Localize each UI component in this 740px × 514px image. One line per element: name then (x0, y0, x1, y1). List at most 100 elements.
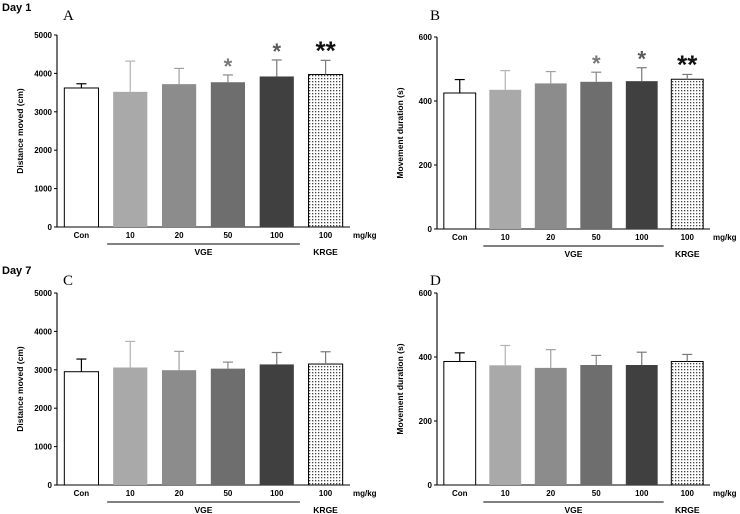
significance-marker: * (272, 39, 281, 64)
x-tick-label: 10 (126, 231, 135, 240)
panel-label: C (63, 273, 73, 289)
x-tick-label: 50 (223, 489, 232, 498)
bar-con (443, 360, 477, 486)
y-tick-label: 0 (428, 481, 433, 490)
bar-vge-50 (580, 365, 613, 485)
y-axis-label: Distance moved (cm) (15, 346, 25, 432)
x-tick-label: 50 (592, 489, 601, 498)
y-tick-label: 0 (428, 225, 433, 234)
bar-vge-10 (489, 89, 522, 229)
significance-marker: * (637, 47, 646, 72)
day-7-label: Day 7 (2, 265, 31, 277)
x-tick-label: Con (452, 233, 468, 242)
y-tick-label: 0 (48, 223, 53, 232)
y-tick-label: 1000 (34, 443, 52, 452)
y-tick-label: 0 (48, 481, 53, 490)
chart-panel-c: C Distance moved (cm) 0 1000 2000 3000 4000 500… (15, 273, 377, 514)
bar-con (63, 87, 100, 228)
panel-label: B (430, 8, 440, 24)
x-tick-label: 100 (319, 231, 333, 240)
vge-group-label: VGE (195, 247, 213, 257)
x-tick-label: Con (74, 231, 90, 240)
y-tick-label: 400 (419, 353, 433, 362)
y-axis-label: Movement duration (s) (395, 87, 405, 178)
bar-vge-100 (625, 81, 658, 229)
y-tick-label: 600 (419, 33, 433, 42)
y-tick-label: 4000 (34, 327, 52, 336)
x-tick-label: 100 (681, 489, 695, 498)
krge-group-label: KRGE (675, 249, 700, 259)
significance-marker: * (224, 54, 233, 79)
bar-vge-50 (210, 368, 246, 485)
panel-label: A (63, 8, 74, 24)
unit-label: mg/kg (713, 489, 737, 498)
bar-vge-50 (210, 82, 246, 228)
bar-vge-20 (534, 367, 567, 485)
x-tick-label: 50 (223, 231, 232, 240)
bar-vge-20 (161, 370, 197, 485)
x-tick-label: 100 (270, 489, 284, 498)
y-tick-label: 1000 (34, 185, 52, 194)
x-tick-label: 20 (175, 489, 184, 498)
x-tick-label: 100 (319, 489, 333, 498)
bar-con (443, 92, 477, 230)
bar-vge-100 (259, 76, 294, 227)
bar-krge-100 (670, 360, 704, 486)
y-axis-label: Distance moved (cm) (15, 88, 25, 174)
bar-krge-100 (670, 78, 704, 230)
chart-panel-d: D Movement duration (s) 0 200 400 600 Con 10 20 5… (395, 273, 737, 514)
x-tick-label: 50 (592, 233, 601, 242)
unit-label: mg/kg (713, 233, 737, 242)
bar-krge-100 (307, 74, 344, 228)
y-tick-label: 5000 (34, 31, 52, 40)
x-tick-label: 20 (546, 233, 555, 242)
bar-vge-20 (161, 84, 197, 227)
vge-group-label: VGE (565, 249, 583, 259)
y-tick-label: 5000 (34, 289, 52, 298)
x-tick-label: 10 (501, 233, 510, 242)
y-tick-label: 400 (419, 97, 433, 106)
significance-marker: ** (677, 49, 698, 79)
bar-vge-100 (625, 365, 658, 485)
day-1-label: Day 1 (2, 2, 31, 14)
y-tick-label: 2000 (34, 404, 52, 413)
y-axis-label: Movement duration (s) (395, 343, 405, 434)
y-tick-label: 4000 (34, 69, 52, 78)
y-tick-label: 2000 (34, 146, 52, 155)
x-tick-label: 20 (546, 489, 555, 498)
chart-panel-b: B Movement duration (s) 0 200 400 600 Con 10 20 *… (395, 8, 737, 259)
x-tick-label: 20 (175, 231, 184, 240)
chart-panel-a: A Distance moved (cm) 0 1000 2000 3000 4000 500… (15, 8, 377, 257)
significance-marker: ** (315, 35, 336, 65)
y-tick-label: 200 (419, 417, 433, 426)
bar-vge-50 (580, 81, 613, 229)
bar-vge-10 (113, 367, 148, 485)
bar-con (63, 371, 100, 486)
x-tick-label: 10 (126, 489, 135, 498)
vge-group-label: VGE (195, 505, 213, 514)
krge-group-label: KRGE (313, 505, 338, 514)
x-tick-label: 10 (501, 489, 510, 498)
y-tick-label: 3000 (34, 108, 52, 117)
x-tick-label: Con (74, 489, 90, 498)
panel-label: D (430, 273, 441, 289)
vge-group-label: VGE (565, 505, 583, 514)
unit-label: mg/kg (353, 231, 377, 240)
bar-vge-10 (113, 91, 148, 227)
bar-krge-100 (307, 363, 344, 486)
x-tick-label: 100 (270, 231, 284, 240)
x-tick-label: 100 (635, 489, 649, 498)
significance-marker: * (592, 51, 601, 76)
bar-vge-20 (534, 83, 567, 230)
krge-group-label: KRGE (675, 505, 700, 514)
bar-vge-10 (489, 365, 522, 485)
krge-group-label: KRGE (313, 247, 338, 257)
y-tick-label: 200 (419, 161, 433, 170)
x-tick-label: Con (452, 489, 468, 498)
unit-label: mg/kg (353, 489, 377, 498)
y-tick-label: 600 (419, 289, 433, 298)
bar-vge-100 (259, 364, 294, 485)
y-tick-label: 3000 (34, 366, 52, 375)
